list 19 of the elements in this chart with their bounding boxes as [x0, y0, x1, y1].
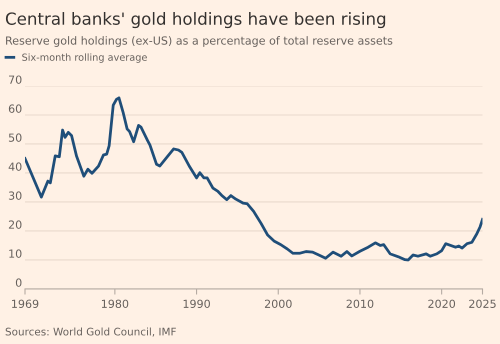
- y-tick-label: 30: [8, 191, 22, 200]
- x-tick-label: 2010: [346, 300, 374, 308]
- y-tick-label: 60: [8, 104, 22, 113]
- y-tick-label: 40: [8, 162, 22, 171]
- chart-title: Central banks' gold holdings have been rising: [6, 12, 386, 28]
- y-tick-label: 70: [8, 75, 22, 84]
- chart-subtitle: Reserve gold holdings (ex-US) as a percentage of total reserve assets: [6, 36, 392, 47]
- y-tick-label: 20: [8, 220, 22, 229]
- x-tick-label: 1980: [102, 300, 128, 308]
- y-tick-label: 10: [9, 249, 22, 258]
- legend-label: Six-month rolling average: [22, 53, 147, 63]
- y-tick-label: 50: [8, 133, 22, 142]
- source-note: Sources: World Gold Council, IMF: [6, 327, 176, 337]
- x-tick-label: 2000: [264, 300, 292, 308]
- x-tick-label: 2020: [428, 300, 456, 308]
- y-tick-label: 0: [16, 278, 22, 287]
- x-tick-label: 1969: [12, 300, 38, 308]
- x-tick-label: 2025: [469, 300, 496, 308]
- x-tick-label: 1990: [184, 300, 210, 308]
